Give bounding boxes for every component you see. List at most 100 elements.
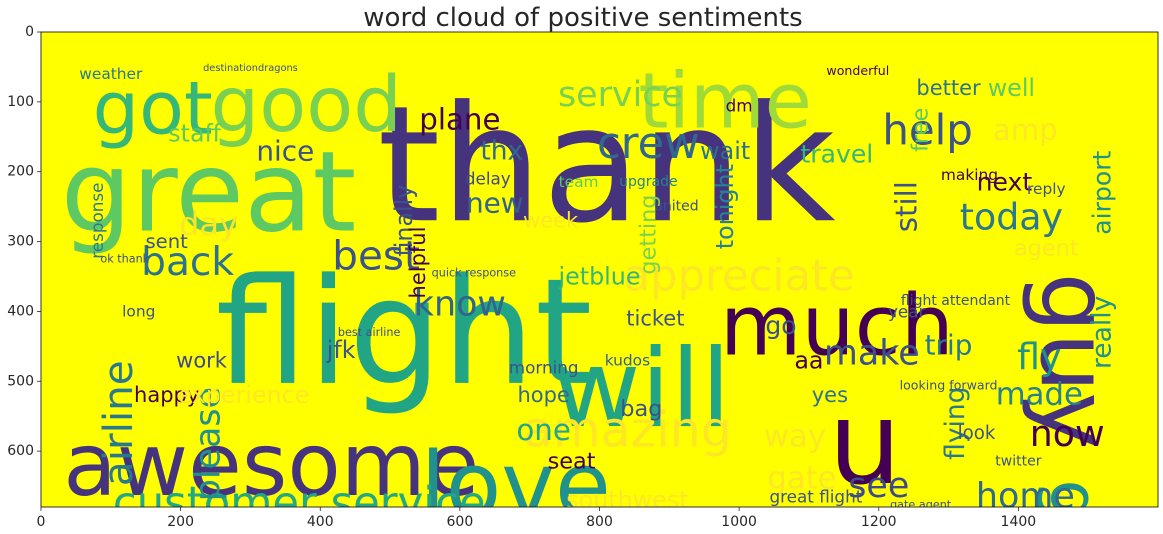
word-love: love [421,434,611,534]
word-thank: thank [377,71,835,258]
word-best: best [332,232,420,280]
word-fly: fly [1017,335,1061,378]
word-year: year [888,301,926,321]
word-one: one [516,413,571,447]
y-tick-label: 200 [7,164,34,180]
word-make: make [824,333,920,373]
word-best-airline: best airline [338,326,401,339]
word-next: next [977,168,1033,197]
word-jetblue: jetblue [557,262,640,290]
word-still: still [890,181,924,232]
word-flying: flying [940,386,971,459]
word-long: long [122,302,155,320]
word-upgrade: upgrade [619,174,677,190]
word-back: back [141,240,234,285]
word-aa: aa [794,346,823,374]
word-getting: getting [635,194,661,274]
word-flight: flight [216,247,593,418]
word-dm: dm [726,95,753,115]
word-destinationdragons: destinationdragons [203,63,298,74]
word-free: free [908,108,934,152]
word-much: much [720,276,954,374]
word-appreciate: appreciate [624,251,855,301]
word-great: great [61,128,357,258]
word-team: team [559,173,599,191]
x-tick-label: 200 [167,514,194,530]
word-customer-service: customer service [113,479,486,529]
word-time: time [638,57,812,146]
x-tick-label: 400 [307,514,334,530]
word-tonight: tonight [711,164,739,249]
word-airline: airline [94,360,142,486]
word-better: better [916,76,981,100]
word-really: really [1087,296,1118,369]
word-day: day [179,205,238,243]
word-wait: wait [700,137,750,165]
word-trip: trip [925,328,973,361]
x-axis: 0 200 400 600 800 1000 1200 1400 [37,507,1037,530]
word-plane: plane [419,102,500,136]
word-wonderful: wonderful [826,63,889,78]
word-hope: hope [517,383,569,407]
word-airport: airport [1088,150,1117,234]
word-finally: finally [390,185,418,257]
word-staff: staff [168,119,221,147]
x-tick-label: 0 [37,514,46,530]
word-seat: seat [548,449,596,475]
word-nice: nice [256,134,314,167]
x-tick-label: 1000 [721,514,757,530]
word-yes: yes [812,383,848,407]
word-kudos: kudos [605,351,650,369]
word-home: home [976,477,1075,517]
word-service: service [558,75,683,115]
word-quick-response: quick response [432,266,516,279]
word-travel: travel [800,140,873,169]
word-guy: guy [1019,273,1129,448]
word-morning: morning [509,357,579,377]
word-twitter: twitter [995,454,1041,470]
y-tick-label: 300 [7,234,34,250]
word-delay: delay [465,169,511,189]
word-weather: weather [79,65,143,83]
word-happy: happy [134,383,199,407]
x-tick-label: 600 [447,514,474,530]
word-week: week [523,209,579,233]
word-today: today [960,196,1063,239]
word-ticket: ticket [626,306,684,330]
word-work: work [176,348,228,372]
y-tick-label: 100 [7,94,34,110]
word-way: way [764,420,826,455]
word-good: good [211,61,402,150]
word-go: go [765,311,796,340]
y-tick-label: 600 [7,443,34,459]
word-u: u [828,377,901,511]
word-now: now [1030,412,1105,455]
word-gate-agent: gate agent [890,498,952,511]
word-looking-forward: looking forward [900,377,998,392]
word-gate: gate [767,462,836,497]
word-got: got [93,66,213,151]
x-tick-label: 1200 [861,514,897,530]
word-crew: crew [597,119,700,169]
word-know: know [414,284,506,324]
word-ok-thank: ok thank [100,253,149,266]
chart-title: word cloud of positive sentiments [363,3,802,33]
word-help: help [882,105,973,154]
word-thx: thx [480,135,523,166]
word-amazing: amazing [523,402,732,459]
word-awesome: awesome [63,414,479,516]
x-tick-label: 800 [586,514,613,530]
word-will: will [552,325,731,452]
word-please: please [189,387,229,501]
word-making: making [941,166,998,184]
word-great-flight: great flight [770,487,863,507]
word-united: united [654,199,699,215]
word-go: go [1035,480,1113,534]
x-tick-label: 1400 [1001,514,1037,530]
word-made: made [996,378,1083,413]
word-response: response [87,182,107,258]
word-amp: amp [993,113,1058,147]
word-southwest: southwest [566,486,688,514]
word-helpful: helpful [406,227,430,299]
